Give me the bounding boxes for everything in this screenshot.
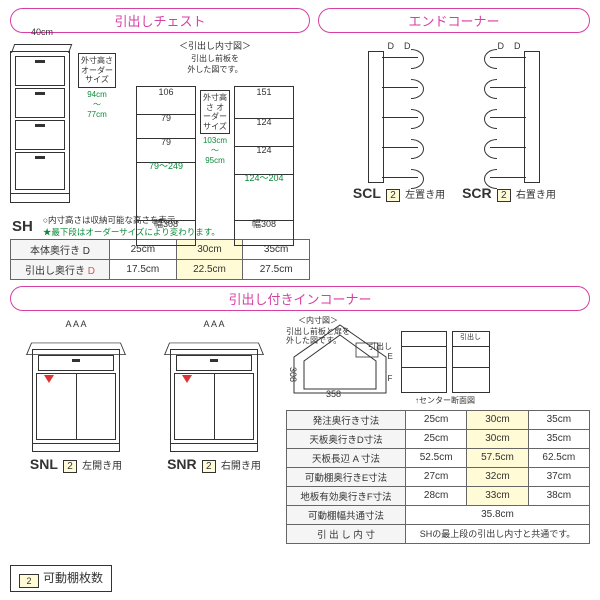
scl-figure: D D SCL 2 左置き用 xyxy=(349,41,449,202)
sh-side-labels-left: 外寸高さ オーダー サイズ 94cm 〜 77cm xyxy=(78,53,116,119)
section-sh: 引出しチェスト 40cm 外寸高さ オーダー サイズ xyxy=(10,6,310,280)
scr-figure: D D SCR 2 右置き用 xyxy=(459,41,559,202)
sh-width-dim: 40cm xyxy=(10,27,74,37)
sh-schem-header: ＜引出し内寸図＞ xyxy=(120,39,310,52)
section-sc: エンドコーナー D D SCL 2 左置き用 xyxy=(318,6,590,280)
sh-model-code: SH xyxy=(12,218,33,235)
section-title-sc: エンドコーナー xyxy=(318,8,590,33)
snl-figure: A A A SNL 2 左開き用 xyxy=(10,317,142,544)
sh-cabinet-drawing xyxy=(10,51,70,203)
section-title-sn: 引出し付きインコーナー xyxy=(10,286,590,311)
sn-side-section: E F 引出し ↑センター断面図 xyxy=(400,317,490,406)
snr-figure: A A A SNR 2 右開き用 xyxy=(148,317,280,544)
legend-shelf-count: 2可動棚枚数 xyxy=(10,565,112,592)
sh-schematic-right: 151 124 124 124〜204 幅308 xyxy=(234,86,294,246)
sn-dimension-table: 発注奥行き寸法25cm30cm35cm 天板奥行きD寸法25cm30cm35cm… xyxy=(286,410,590,544)
section-sn: 引出し付きインコーナー A A A SNL xyxy=(10,286,590,544)
sh-schematic-left: 106 79 79 79〜249 幅308 xyxy=(136,86,196,246)
sn-inner-plan: ＜内寸図＞ 引出し前板と扉を 外した図です。 引出し 308 358 xyxy=(286,317,394,397)
